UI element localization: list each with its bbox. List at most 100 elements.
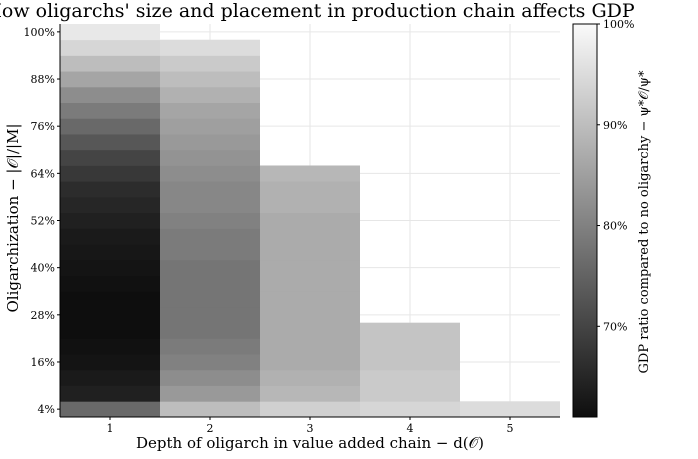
heatmap-cell [160,244,260,261]
heatmap-cell [60,181,160,198]
y-tick-label: 76% [31,120,55,133]
x-tick-label: 2 [207,422,214,435]
heatmap-cell [60,118,160,135]
x-axis-label: Depth of oligarch in value added chain −… [136,434,484,452]
heatmap-cell [60,86,160,103]
y-tick-label: 52% [31,215,55,228]
heatmap-cell [260,275,360,292]
heatmap-cell [60,39,160,56]
heatmap-cell [260,369,360,386]
y-tick-label: 40% [31,262,55,275]
heatmap-cell [60,71,160,88]
y-tick-label: 64% [31,167,55,180]
heatmap-cell [60,55,160,72]
heatmap-cell [160,39,260,56]
colorbar-tick-label: 100% [603,18,634,31]
heatmap-cell [160,228,260,245]
heatmap-cell [260,401,360,418]
heatmap-cell [60,102,160,119]
heatmap-cell [260,228,360,245]
heatmap-cell [60,165,160,182]
x-tick-label: 5 [507,422,514,435]
heatmap-cell [160,165,260,182]
heatmap-cell [60,149,160,166]
heatmap-cell [60,212,160,229]
x-tick-label: 4 [407,422,414,435]
heatmap-cell [360,338,460,355]
colorbar-tick-label: 90% [603,119,627,132]
y-tick-label: 4% [38,403,55,416]
heatmap-cell [160,275,260,292]
heatmap-cell [160,181,260,198]
y-tick-label: 16% [31,356,55,369]
heatmap-cells [60,24,560,418]
heatmap-cell [60,259,160,276]
heatmap-cell [60,291,160,308]
y-axis-label: Oligarchization − |𝒪|/|M| [4,123,22,312]
heatmap-cell [260,259,360,276]
heatmap-cell [60,244,160,261]
heatmap-cell [160,369,260,386]
heatmap-cell [260,306,360,324]
heatmap-cell [160,401,260,418]
heatmap-cell [260,338,360,355]
colorbar-tick-label: 70% [603,320,627,333]
heatmap-cell [360,369,460,386]
heatmap-cell [60,228,160,245]
heatmap-cell [160,291,260,308]
heatmap-cell [160,71,260,88]
y-ticks: 4% 16% 28% 40% 52% 64% 76% 88% 100% [24,26,60,416]
heatmap-cell [60,385,160,402]
heatmap-cell [160,212,260,229]
heatmap-cell [60,24,160,41]
heatmap-cell [160,149,260,166]
heatmap-cell [60,306,160,324]
heatmap-cell [160,354,260,371]
heatmap-cell [60,134,160,151]
heatmap-cell [160,86,260,103]
x-tick-label: 3 [307,422,314,435]
x-ticks: 1 2 3 4 5 [107,417,514,435]
heatmap-cell [260,212,360,229]
heatmap-cell [160,322,260,339]
heatmap-cell [160,196,260,214]
heatmap-cell [160,102,260,119]
heatmap-cell [60,196,160,214]
heatmap-cell [60,401,160,418]
heatmap-cell [260,385,360,402]
heatmap-cell [260,322,360,339]
heatmap-cell [260,181,360,198]
heatmap-cell [360,385,460,402]
heatmap-cell [160,259,260,276]
y-tick-label: 100% [24,26,55,39]
heatmap-cell [360,354,460,371]
heatmap-cell [160,118,260,135]
y-tick-label: 88% [31,73,55,86]
heatmap-cell [160,338,260,355]
heatmap-cell [260,165,360,182]
y-tick-label: 28% [31,309,55,322]
heatmap-cell [260,196,360,214]
heatmap-cell [60,322,160,339]
chart-title: How oligarchs' size and placement in pro… [0,0,635,22]
colorbar-label: GDP ratio compared to no oligarchy − ψ*𝒪… [637,70,652,373]
heatmap-cell [160,385,260,402]
heatmap-cell [360,322,460,339]
colorbar-tick-label: 80% [603,220,627,233]
heatmap-cell [260,354,360,371]
heatmap-cell [60,338,160,355]
heatmap-cell [160,134,260,151]
x-tick-label: 1 [107,422,114,435]
heatmap-cell [60,369,160,386]
heatmap-cell [160,55,260,72]
heatmap-cell [460,401,560,418]
heatmap-cell [160,306,260,324]
colorbar-gradient [572,23,598,418]
heatmap-cell [60,354,160,371]
heatmap-cell [260,291,360,308]
heatmap-cell [260,244,360,261]
heatmap-cell [360,401,460,418]
heatmap-cell [60,275,160,292]
colorbar: 70% 80% 90% 100% [572,18,634,418]
